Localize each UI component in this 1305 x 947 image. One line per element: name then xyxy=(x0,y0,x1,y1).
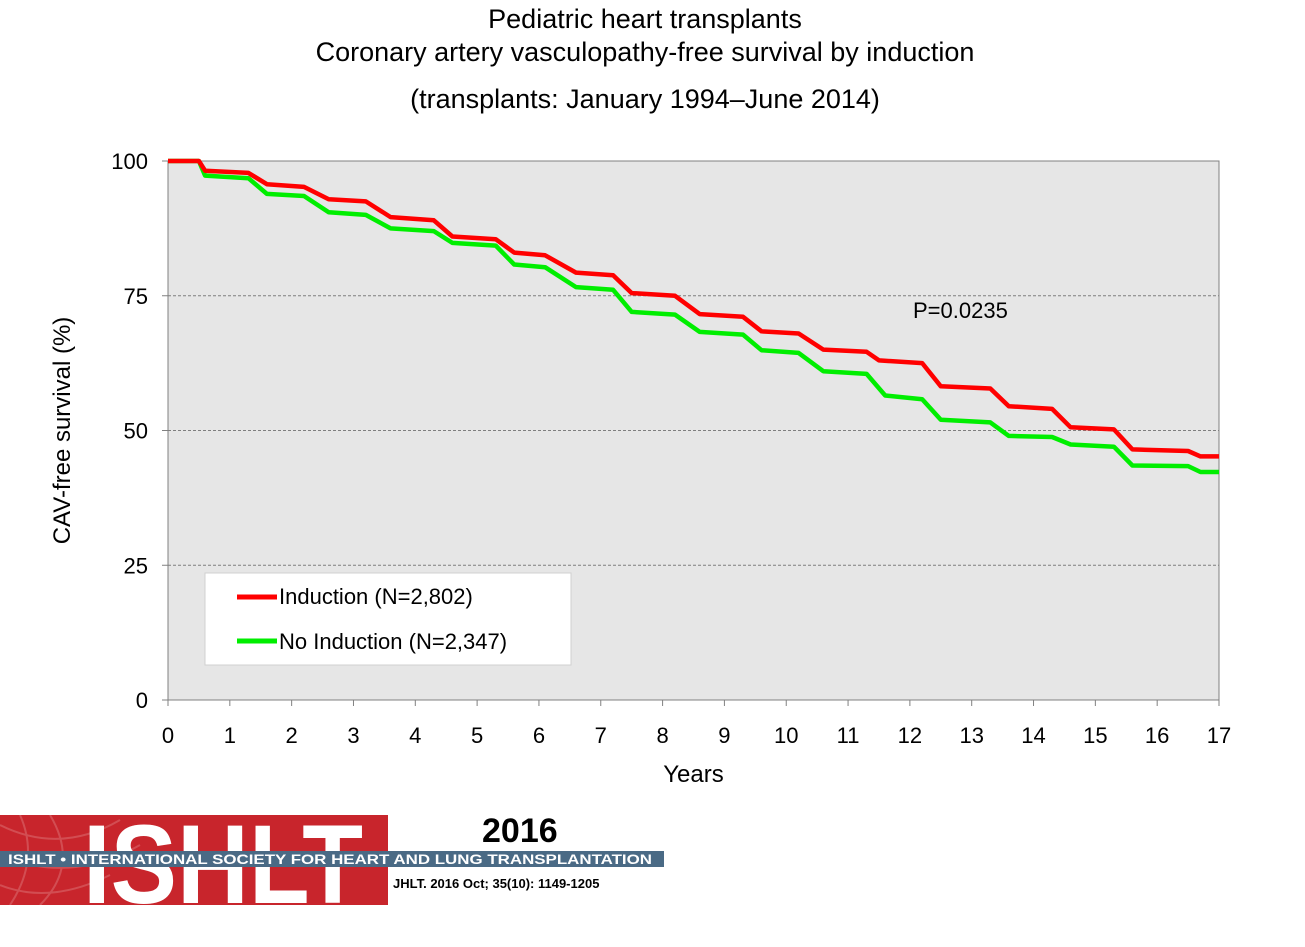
x-tick-label: 4 xyxy=(409,723,421,748)
y-tick-label: 75 xyxy=(124,284,148,309)
x-tick-label: 12 xyxy=(898,723,922,748)
y-tick-label: 25 xyxy=(124,553,148,578)
x-tick-label: 8 xyxy=(656,723,668,748)
y-tick-label: 50 xyxy=(124,419,148,444)
chart-subtitle: (transplants: January 1994–June 2014) xyxy=(410,84,880,114)
grid-lines xyxy=(168,295,1219,566)
y-tick-label: 100 xyxy=(111,149,148,174)
series-lines xyxy=(168,158,1219,475)
citation: JHLT. 2016 Oct; 35(10): 1149-1205 xyxy=(393,876,600,891)
legend: Induction (N=2,802) No Induction (N=2,34… xyxy=(204,572,572,666)
x-tick-label: 6 xyxy=(533,723,545,748)
chart-title-line-1: Pediatric heart transplants xyxy=(488,4,802,34)
x-tick-label: 7 xyxy=(595,723,607,748)
legend-label-no-induction: No Induction (N=2,347) xyxy=(279,629,507,654)
y-tick-labels: 0 25 50 75 100 xyxy=(111,149,168,713)
x-tick-label: 13 xyxy=(959,723,983,748)
y-tick-label: 0 xyxy=(136,688,148,713)
x-tick-label: 11 xyxy=(837,723,860,748)
x-tick-labels: 0 1 2 3 4 5 6 7 8 9 10 11 12 13 14 15 16 17 xyxy=(162,700,1231,748)
series-line-induction xyxy=(168,158,1219,459)
x-tick-label: 9 xyxy=(718,723,730,748)
chart-title-line-2: Coronary artery vasculopathy-free surviv… xyxy=(315,37,975,67)
x-tick-label: 5 xyxy=(471,723,483,748)
series-line-no-induction xyxy=(168,158,1219,475)
logo-banner xyxy=(0,851,664,867)
y-axis-label: CAV-free survival (%) xyxy=(49,317,76,545)
x-tick-label: 16 xyxy=(1145,723,1169,748)
x-axis-label: Years xyxy=(663,761,724,788)
legend-label-induction: Induction (N=2,802) xyxy=(279,584,473,609)
legend-box xyxy=(204,572,572,666)
x-tick-label: 10 xyxy=(774,723,798,748)
x-tick-label: 14 xyxy=(1021,723,1045,748)
report-year: 2016 xyxy=(482,812,558,850)
x-tick-label: 2 xyxy=(286,723,298,748)
x-tick-label: 1 xyxy=(224,723,236,748)
x-tick-label: 17 xyxy=(1207,723,1231,748)
x-tick-label: 0 xyxy=(162,723,174,748)
x-tick-label: 15 xyxy=(1083,723,1107,748)
logo-banner-text: ISHLT • INTERNATIONAL SOCIETY FOR HEART … xyxy=(8,852,652,867)
ishlt-logo: ISHLT ISHLT • INTERNATIONAL SOCIETY FOR … xyxy=(0,815,664,910)
p-value-annotation: P=0.0235 xyxy=(913,298,1008,323)
x-tick-label: 3 xyxy=(347,723,359,748)
